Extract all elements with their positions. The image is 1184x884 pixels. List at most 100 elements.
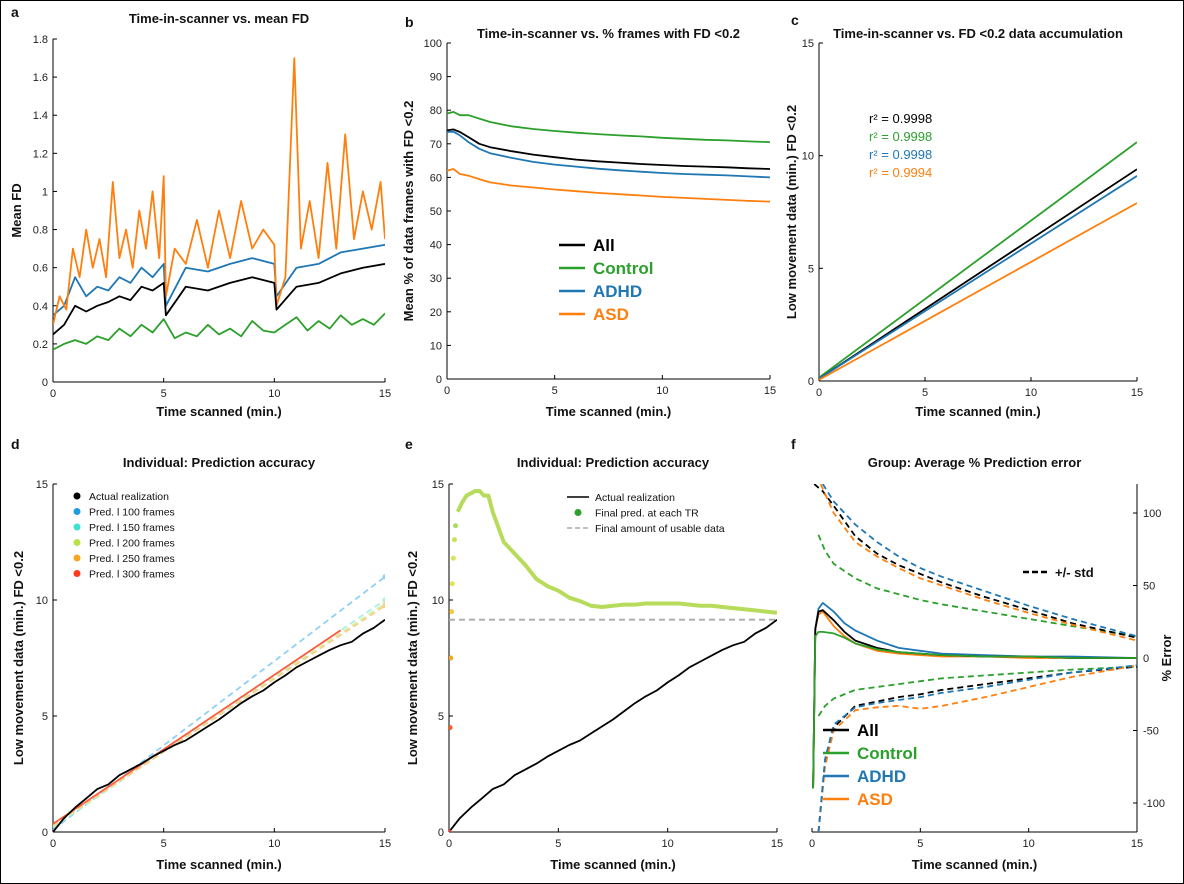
panel-label-e: e [405, 436, 413, 452]
legend-label-f-3: ASD [857, 790, 893, 809]
series-line-f-9 [819, 484, 1137, 642]
y-tick-label-b-8: 80 [430, 105, 442, 117]
y-tick-label-a-0: 0 [42, 377, 48, 389]
y-axis-label-d: Low movement data (min.) FD <0.2 [11, 551, 26, 765]
y-tick-label-c-0: 0 [808, 376, 814, 388]
x-tick-label-d-2: 10 [268, 838, 280, 850]
early-prediction-point-1 [449, 725, 453, 731]
r-squared-annotation-0: r² = 0.9998 [869, 111, 932, 126]
early-prediction-point-7 [453, 523, 459, 529]
plot-area-d [53, 574, 385, 832]
x-tick-label-a-3: 15 [379, 388, 391, 400]
legend-label-f-2: ADHD [857, 767, 906, 786]
x-axis-label-e: Time scanned (min.) [550, 857, 675, 872]
legend-label-b-2: ADHD [593, 282, 642, 301]
chart-title-e: Individual: Prediction accuracy [517, 455, 710, 470]
panel-label-a: a [11, 4, 19, 20]
series-line-f-8 [822, 484, 1137, 638]
panel-a: a Time-in-scanner vs. mean FD 0 5 10 15 0 0.2 0.… [9, 4, 391, 419]
legend-dot-d-3 [73, 539, 81, 546]
legend-label-b-0: All [593, 236, 615, 255]
panel-label-d: d [11, 436, 20, 452]
x-axis-label-f: Time scanned (min.) [912, 857, 1037, 872]
x-tick-label-a-0: 0 [50, 388, 56, 400]
y-tick-label-a-9: 1.8 [33, 34, 48, 46]
series-line-d-3 [53, 605, 385, 826]
y-axis-label-f: % Error [1159, 635, 1174, 682]
x-tick-label-b-2: 10 [656, 385, 668, 397]
y-axis-label-e: Low movement data (min.) FD <0.2 [405, 551, 420, 765]
series-line-a-1 [53, 57, 385, 326]
y-axis-label-a: Mean FD [9, 183, 24, 237]
x-tick-label-c-0: 0 [816, 387, 822, 399]
x-tick-label-b-1: 5 [552, 385, 558, 397]
x-tick-label-f-2: 10 [1023, 838, 1035, 850]
x-tick-label-a-1: 5 [161, 388, 167, 400]
y-tick-label-b-3: 30 [430, 273, 442, 285]
series-line-f-3 [812, 631, 1137, 789]
series-line-f-10 [817, 664, 1137, 832]
y-tick-label-c-1: 5 [808, 263, 814, 275]
panel-f: f Group: Average % Prediction error 0 5 10 15… [791, 436, 1174, 872]
legend-label-b-3: ASD [593, 305, 629, 324]
std-legend-label: +/- std [1055, 565, 1094, 580]
x-tick-label-d-0: 0 [50, 838, 56, 850]
y-tick-label-e-1: 5 [438, 711, 444, 723]
y-tick-label-a-2: 0.4 [33, 301, 48, 313]
y-tick-label-b-7: 70 [430, 139, 442, 151]
legend-label-b-1: Control [593, 259, 653, 278]
plot-area-a [53, 57, 385, 351]
series-line-b-1 [447, 128, 770, 170]
legend-dot-d-2 [73, 523, 81, 531]
y-tick-label-a-6: 1.2 [33, 148, 48, 160]
legend-label-d-3: Pred. l 200 frames [89, 538, 175, 550]
r-squared-annotation-2: r² = 0.9998 [869, 147, 932, 162]
x-axis-label-d: Time scanned (min.) [156, 857, 281, 872]
y-tick-label-e-3: 15 [432, 479, 444, 491]
legend-label-e-1: Final pred. at each TR [595, 508, 699, 520]
series-line-c-1 [819, 168, 1137, 380]
y-tick-label-a-8: 1.6 [33, 72, 48, 84]
chart-title-f: Group: Average % Prediction error [868, 455, 1082, 470]
series-line-b-2 [447, 130, 770, 179]
series-line-f-6 [813, 484, 1137, 639]
y-tick-label-f-4: 100 [1143, 508, 1161, 520]
x-tick-label-e-2: 10 [662, 838, 674, 850]
early-prediction-point-5 [450, 555, 456, 561]
early-prediction-point-4 [449, 581, 455, 587]
x-tick-label-f-1: 5 [917, 838, 923, 850]
early-prediction-point-6 [451, 537, 457, 543]
y-axis-label-c: Low movement data (min.) FD <0.2 [784, 105, 799, 319]
y-tick-label-b-9: 90 [430, 72, 442, 84]
y-tick-label-a-7: 1.4 [33, 110, 48, 122]
y-tick-label-e-2: 10 [432, 595, 444, 607]
legend-label-e-0: Actual realization [595, 492, 675, 504]
y-tick-label-a-1: 0.2 [33, 339, 48, 351]
x-tick-label-c-3: 15 [1131, 387, 1143, 399]
r-squared-annotation-1: r² = 0.9998 [869, 129, 932, 144]
series-line-d-4 [53, 629, 342, 825]
panel-label-c: c [791, 12, 799, 28]
series-line-a-2 [53, 263, 385, 336]
x-tick-label-b-0: 0 [444, 385, 450, 397]
y-tick-label-f-0: -100 [1143, 798, 1165, 810]
series-line-f-7 [817, 665, 1137, 832]
series-line-c-3 [819, 202, 1137, 381]
panel-b: b Time-in-scanner vs. % frames with FD <0… [401, 14, 776, 419]
y-tick-label-d-1: 5 [42, 711, 48, 723]
early-prediction-point-0 [449, 829, 452, 832]
plot-area-c [819, 141, 1137, 381]
x-tick-label-e-1: 5 [555, 838, 561, 850]
x-tick-label-c-1: 5 [922, 387, 928, 399]
panel-label-f: f [791, 436, 796, 452]
series-line-c-0 [819, 141, 1137, 379]
x-tick-label-f-0: 0 [809, 838, 815, 850]
x-tick-label-b-3: 15 [764, 385, 776, 397]
series-line-f-1 [812, 610, 1137, 789]
plot-area-e [449, 489, 777, 832]
y-tick-label-d-0: 0 [42, 827, 48, 839]
x-tick-label-e-3: 15 [771, 838, 783, 850]
legend-label-f-0: All [857, 721, 879, 740]
panel-label-b: b [405, 14, 414, 30]
y-tick-label-d-3: 15 [36, 479, 48, 491]
